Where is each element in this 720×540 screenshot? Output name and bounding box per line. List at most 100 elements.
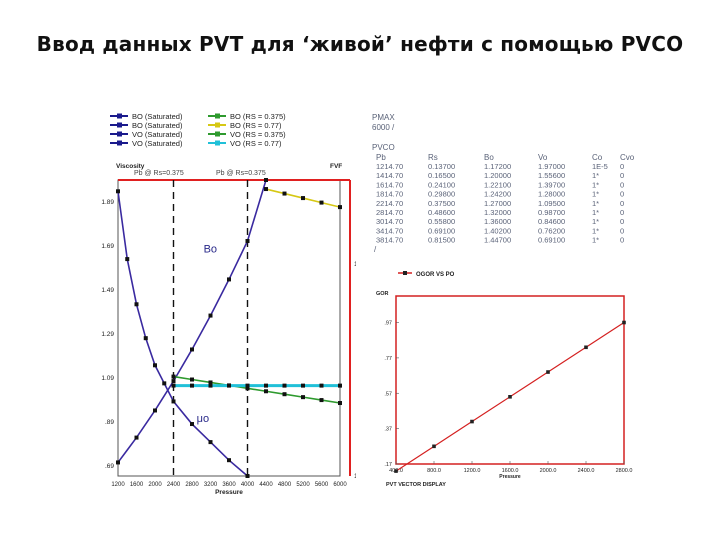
y-axis-label-right: FVF — [330, 163, 342, 170]
y-tick-label-left: 1.29 — [101, 331, 114, 338]
data-point — [143, 336, 148, 341]
table-cell: 1814.70 — [376, 190, 403, 199]
x-tick-label: 4800 — [278, 482, 292, 488]
table-cell: 0.76200 — [538, 226, 565, 235]
data-point — [264, 187, 268, 192]
y-tick-label-right: 1.17 — [354, 473, 356, 480]
data-point — [116, 189, 120, 194]
table-cell: 0.24100 — [428, 180, 455, 189]
data-point — [125, 257, 130, 262]
y-tick-label: .57 — [384, 391, 392, 397]
table-cell: 0.13700 — [428, 162, 455, 171]
table-cell: 1* — [592, 226, 599, 235]
pvco-keyword: PVCO — [372, 143, 395, 152]
data-point — [171, 383, 176, 388]
table-cell: 1.22100 — [484, 180, 511, 189]
table-cell: 1214.70 — [376, 162, 403, 171]
data-point — [282, 392, 287, 397]
data-point — [508, 395, 512, 399]
x-tick-label: 2400 — [167, 482, 181, 488]
data-point — [319, 383, 324, 388]
y-axis-label-left: Viscosity — [116, 163, 145, 170]
table-cell: 0.98700 — [538, 208, 565, 217]
data-point — [432, 444, 436, 449]
legend-label: OGOR VS PO — [416, 272, 455, 278]
table-cell: 0 — [620, 171, 624, 180]
y-axis-label: GOR — [376, 291, 389, 297]
y-tick-label-left: 1.49 — [101, 287, 114, 294]
data-point — [584, 345, 588, 350]
table-cell: 1* — [592, 190, 599, 199]
table-cell: 0.48600 — [428, 208, 455, 217]
mu-curve-label: μo — [197, 413, 209, 425]
x-tick-label: 3600 — [222, 482, 236, 488]
legend-label: BO (Saturated) — [132, 112, 183, 121]
table-cell: 1E-5 — [592, 162, 608, 171]
data-point — [190, 347, 194, 352]
table-cell: 1* — [592, 217, 599, 226]
table-cell: 2214.70 — [376, 199, 403, 208]
legend-marker — [117, 140, 122, 146]
data-point — [245, 383, 250, 388]
x-tick-label: 2400.0 — [578, 468, 595, 474]
table-header: Bo — [484, 153, 494, 162]
bo-curve-label: Bo — [204, 243, 217, 255]
y-tick-label: .77 — [384, 356, 392, 362]
data-point — [245, 474, 250, 478]
table-cell: 0 — [620, 162, 624, 171]
table-cell: 0 — [620, 217, 624, 226]
data-point — [319, 200, 324, 205]
table-cell: 1* — [592, 208, 599, 217]
x-tick-label: 1600.0 — [502, 468, 519, 474]
data-point — [208, 313, 213, 318]
legend-marker — [117, 122, 122, 128]
data-point — [171, 379, 176, 384]
x-tick-label: 1600 — [130, 482, 144, 488]
x-tick-label: 800.0 — [427, 468, 441, 474]
x-tick-label: 4400 — [259, 482, 273, 488]
table-cell: 1.27000 — [484, 199, 511, 208]
x-tick-label: 1200 — [111, 482, 125, 488]
table-cell: 1.36000 — [484, 217, 511, 226]
data-point — [546, 370, 550, 374]
x-tick-label: 5200 — [296, 482, 310, 488]
data-point — [301, 383, 305, 388]
table-cell: 1* — [592, 180, 599, 189]
data-point — [245, 386, 250, 391]
data-point — [282, 383, 287, 388]
table-cell: 1.55600 — [538, 171, 565, 180]
data-point — [301, 395, 305, 400]
data-point — [171, 399, 176, 404]
pb-label: Pb @ Rs=0.375 — [216, 170, 266, 177]
chart-caption: PVT VECTOR DISPLAY — [386, 482, 446, 488]
table-cell: 1.09500 — [538, 199, 565, 208]
x-tick-label: 3200 — [204, 482, 218, 488]
data-point — [338, 401, 342, 406]
table-header: Cvo — [620, 153, 635, 162]
pvt-curves-chart: BO (Saturated)BO (Saturated)VO (Saturate… — [101, 112, 356, 496]
pb-label: Pb @ Rs=0.375 — [134, 170, 184, 177]
table-cell: 1* — [592, 199, 599, 208]
data-point — [338, 205, 342, 210]
table-cell: 1* — [592, 236, 599, 245]
y-tick-label-left: .69 — [105, 463, 114, 470]
table-cell: 1414.70 — [376, 171, 403, 180]
x-tick-label: 4000 — [241, 482, 255, 488]
data-point — [245, 239, 250, 244]
y-tick-label-right: 1.37 — [354, 261, 356, 268]
data-point — [338, 383, 342, 388]
data-point — [227, 458, 231, 463]
data-point — [622, 320, 626, 325]
table-cell: 1.32000 — [484, 208, 511, 217]
data-point — [208, 380, 213, 385]
data-point — [190, 383, 194, 388]
data-point — [208, 440, 213, 445]
table-cell: 1.40200 — [484, 226, 511, 235]
series-line — [117, 179, 267, 463]
data-point — [162, 381, 167, 386]
y-tick-label: .17 — [384, 462, 392, 468]
series-line — [173, 375, 341, 404]
table-cell: 1.17200 — [484, 162, 511, 171]
y-tick-label: .37 — [384, 427, 392, 433]
